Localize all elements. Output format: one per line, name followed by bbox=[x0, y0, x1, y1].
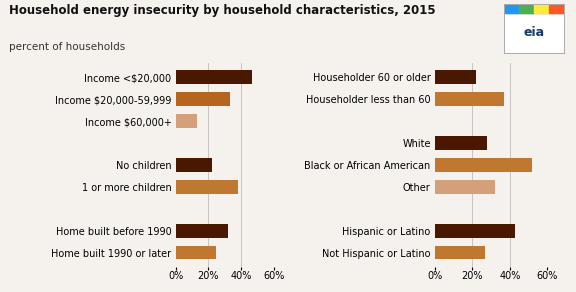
Bar bbox=[176, 158, 211, 172]
Bar bbox=[435, 70, 476, 84]
Text: Household energy insecurity by household characteristics, 2015: Household energy insecurity by household… bbox=[9, 4, 435, 18]
Bar bbox=[535, 4, 550, 13]
Bar bbox=[176, 224, 228, 237]
Bar bbox=[435, 180, 495, 194]
Text: percent of households: percent of households bbox=[9, 42, 125, 52]
Bar bbox=[176, 93, 229, 106]
Bar bbox=[435, 136, 487, 150]
Bar bbox=[435, 158, 532, 172]
Bar bbox=[519, 4, 535, 13]
Bar bbox=[176, 246, 217, 260]
Bar bbox=[435, 246, 486, 260]
Bar bbox=[176, 180, 238, 194]
Bar bbox=[435, 224, 516, 237]
Bar bbox=[550, 4, 564, 13]
Bar bbox=[435, 93, 504, 106]
Bar bbox=[176, 114, 197, 128]
Bar bbox=[176, 70, 252, 84]
Bar bbox=[504, 4, 519, 13]
Text: eia: eia bbox=[524, 26, 545, 39]
Bar bbox=[504, 7, 564, 13]
